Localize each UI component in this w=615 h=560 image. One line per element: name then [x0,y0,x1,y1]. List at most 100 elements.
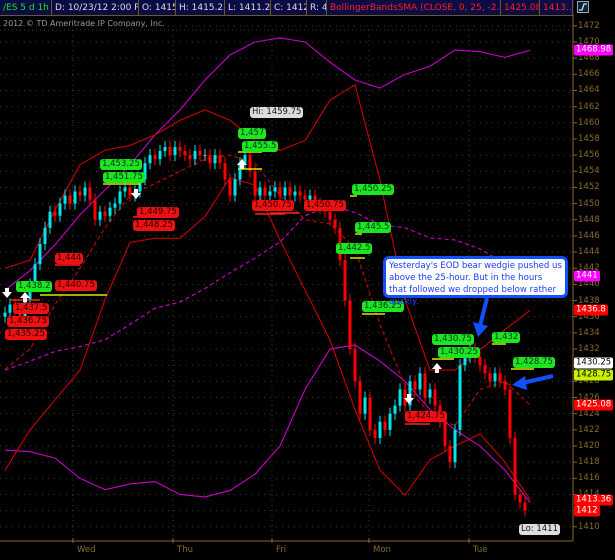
candle [493,373,497,382]
price-tag: 1413.36 [574,494,614,506]
candle [113,203,117,208]
chart-style-icon[interactable] [577,1,589,13]
swing-high-label: 1,455.5 [242,141,279,152]
candle [123,187,127,192]
price-tag: 1468.98 [574,44,614,56]
candle [478,357,482,366]
candle [38,244,42,265]
candle [188,155,192,160]
candle [33,264,37,285]
candle [443,421,447,446]
low-value: L: 1411.25 [225,0,271,16]
price-tag: 1441 [574,270,600,282]
y-tick-label: 1436 [578,311,600,322]
candle [198,151,202,156]
candle [398,389,402,406]
callout-pointer-arrow [478,297,489,327]
candle [208,155,212,164]
candle [28,284,32,301]
down-arrow-icon [2,288,12,298]
arrowhead-icon [512,376,527,390]
close-value: C: 1412 [271,0,307,16]
candle [293,191,297,196]
bollinger-lower [4,177,531,500]
candle [103,211,107,216]
candle [298,191,302,196]
down-arrow-icon [404,394,414,404]
swing-low-label: 1,437.5 [13,303,50,314]
candle [108,207,112,216]
candle [483,365,487,374]
y-tick-label: 1416 [578,473,600,484]
candle [348,300,352,350]
candle [388,413,392,430]
candle [148,155,152,164]
slow-band-upper [4,37,531,291]
x-tick-label: Tue [473,545,488,555]
candle [248,155,252,172]
low-label: Lo: 1411 [519,524,560,535]
range-value: R: 4 [307,0,327,16]
candle [53,211,57,216]
candle [273,187,277,192]
bar-date: D: 10/23/12 2:00 PM [52,0,139,16]
swing-high-label: 1,430.25 [438,347,480,358]
x-tick-label: Thu [177,545,193,555]
quote-header: /ES 5 d 1h D: 10/23/12 2:00 PM O: 1415 H… [0,0,574,16]
candle [418,373,422,390]
candle [153,155,157,160]
price-tag: 1425.08 [574,399,614,411]
candle [513,437,517,495]
y-tick-label: 1460 [578,117,600,128]
y-tick-label: 1472 [578,20,600,31]
candle [518,494,522,503]
bollinger-middle [4,154,531,427]
candle [278,187,282,196]
candle [393,405,397,414]
candle [233,179,237,196]
candle [258,187,262,196]
candle [403,389,407,406]
candle [118,191,122,204]
symbol-label[interactable]: /ES 5 d 1h [0,0,52,16]
candle [128,187,132,196]
y-tick-label: 1470 [578,37,600,47]
candle [283,187,287,196]
y-tick-label: 1468 [578,53,600,64]
study-label[interactable]: BollingerBandsSMA (CLOSE, 0, 25, -2.0, 2… [327,0,501,16]
candle [3,312,7,317]
swing-low-label: 1,450.75 [252,200,294,211]
y-tick-label: 1420 [578,441,600,451]
candle [333,219,337,228]
candle [373,429,377,438]
swing-high-label: 1,432 [492,332,521,343]
price-tag: 1428.75 [574,369,614,381]
study-mid-value: 1425.08 [501,0,540,16]
swing-low-label: 1,435.25 [5,329,47,340]
candle [88,187,92,200]
up-arrow-icon [432,363,442,373]
candle [458,365,462,430]
candle [83,187,87,196]
candle [508,389,512,438]
candle [358,381,362,414]
y-tick-label: 1428 [578,376,600,387]
arrowhead-icon [473,322,488,337]
y-tick-label: 1462 [578,101,600,112]
candle [363,397,367,414]
swing-low-label: 1,436.75 [7,316,49,327]
swing-low-label: 1,449.75 [137,207,179,218]
bollinger-upper [4,83,531,371]
candle [263,187,267,196]
candle [203,155,207,157]
y-tick-label: 1448 [578,214,600,225]
swing-low-label: 1,444 [55,253,84,264]
candle [303,195,307,200]
swing-high-label: 1,428.75 [513,357,555,368]
candle [428,389,432,398]
y-tick-label: 1422 [578,424,600,435]
candle [183,151,187,156]
high-label: Hi: 1459.75 [250,107,304,118]
swing-high-label: 1,453.25 [100,159,142,170]
